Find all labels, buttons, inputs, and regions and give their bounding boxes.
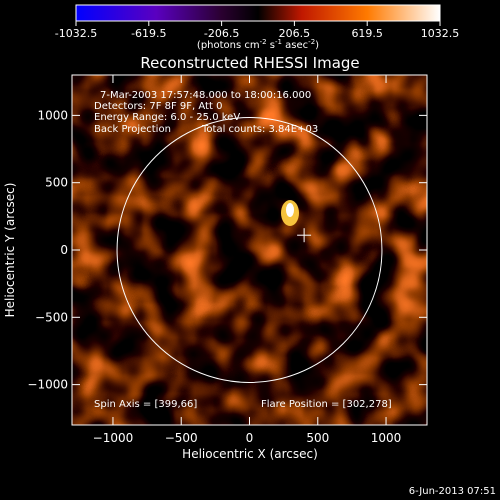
x-tick-label: 0 — [246, 431, 254, 445]
x-axis-label: Heliocentric X (arcsec) — [182, 447, 318, 461]
y-tick-label: −1000 — [27, 378, 68, 392]
colorbar-tick-label: -206.5 — [204, 27, 239, 40]
colorbar-tick-label: -1032.5 — [55, 27, 97, 40]
footer-timestamp: 6-Jun-2013 07:51 — [409, 486, 496, 497]
flare-position-label: Flare Position = [302,278] — [261, 399, 392, 410]
colorbar-ticks: -1032.5 -619.5 -206.5 206.5 619.5 1032.5 — [55, 21, 459, 40]
spin-axis-marker — [297, 228, 312, 243]
x-tick-label: 1000 — [371, 431, 402, 445]
y-axis: 1000 500 0 −500 −1000 — [27, 108, 427, 392]
spin-axis-label: Spin Axis = [399,66] — [94, 399, 197, 410]
x-axis: −1000 −500 0 500 1000 — [93, 75, 402, 445]
time-range: 7-Mar-2003 17:57:48.000 to 18:00:16.000 — [100, 90, 311, 101]
x-tick-label: −500 — [165, 431, 198, 445]
colorbar: -1032.5 -619.5 -206.5 206.5 619.5 1032.5 (pho… — [55, 4, 459, 51]
colorbar-tick-label: 206.5 — [279, 27, 311, 40]
flare-core — [286, 203, 294, 217]
solar-limb-circle — [116, 117, 383, 383]
colorbar-tick-label: 1032.5 — [421, 27, 460, 40]
info-block: 7-Mar-2003 17:57:48.000 to 18:00:16.000 … — [94, 90, 392, 410]
y-tick-label: −500 — [35, 310, 68, 324]
total-counts: Total counts: 3.84E+03 — [201, 124, 318, 135]
y-tick-label: 1000 — [37, 108, 68, 122]
heatmap-image — [72, 75, 427, 425]
colorbar-tick-label: 619.5 — [351, 27, 383, 40]
y-tick-label: 500 — [45, 176, 68, 190]
detectors: Detectors: 7F 8F 9F, Att 0 — [94, 101, 222, 112]
y-axis-label: Heliocentric Y (arcsec) — [3, 183, 17, 318]
y-tick-label: 0 — [60, 243, 68, 257]
x-tick-label: 500 — [306, 431, 329, 445]
x-tick-label: −1000 — [93, 431, 134, 445]
energy-range: Energy Range: 6.0 - 25.0 keV — [94, 112, 240, 123]
colorbar-unit: (photons cm-2 s-1 asec-2) — [197, 38, 319, 51]
method: Back Projection — [94, 124, 171, 135]
colorbar-tick-label: -619.5 — [131, 27, 166, 40]
chart-title: Reconstructed RHESSI Image — [140, 54, 359, 72]
